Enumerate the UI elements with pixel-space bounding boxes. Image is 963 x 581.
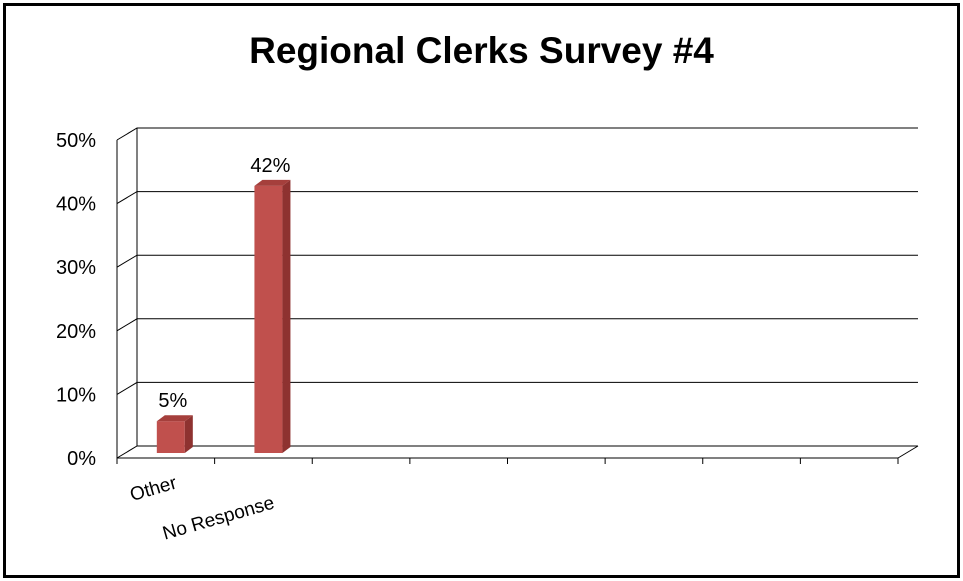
x-tick-label: No Response (160, 493, 276, 545)
y-tick-label: 30% (56, 257, 96, 279)
bar (254, 185, 283, 453)
x-tick-label: Other (128, 472, 180, 505)
chart-title: Regional Clerks Survey #4 (249, 30, 714, 71)
y-tick-label: 50% (56, 130, 96, 152)
floor-right-edge (897, 445, 919, 459)
bar-top (254, 179, 291, 186)
gridline (116, 445, 918, 459)
gridline (116, 254, 918, 268)
gridline (116, 318, 918, 332)
gridline (116, 127, 918, 141)
gridline (116, 191, 918, 205)
data-label: 42% (250, 155, 290, 177)
y-tick-label: 20% (56, 321, 96, 343)
bar (156, 421, 185, 453)
bar-side (282, 179, 291, 453)
bar-top (156, 415, 193, 422)
y-tick-label: 10% (56, 384, 96, 406)
gridline (116, 381, 918, 395)
data-label: 5% (158, 390, 187, 412)
y-tick-label: 40% (56, 194, 96, 216)
y-tick-label: 0% (67, 448, 96, 470)
chart-frame (3, 3, 960, 578)
bar-side (184, 415, 193, 453)
